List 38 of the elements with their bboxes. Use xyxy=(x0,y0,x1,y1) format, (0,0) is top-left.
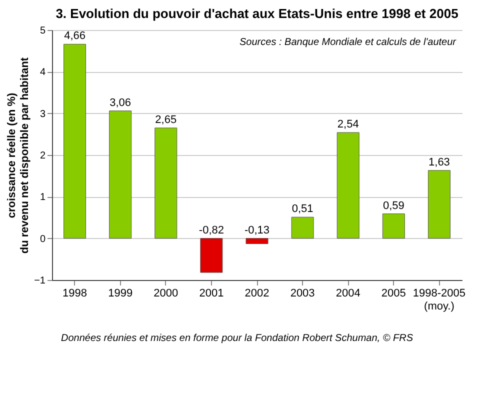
bar xyxy=(109,110,132,239)
text: Données réunies et mises en forme pour la Fondation Robert Schuman, © FRS xyxy=(61,333,414,344)
x-tick-label: 2000 xyxy=(154,288,178,300)
bar xyxy=(200,238,223,273)
x-tick-label: 2002 xyxy=(244,288,270,300)
data-label: 0,59 xyxy=(382,200,404,212)
x-tick-label: 2003 xyxy=(290,288,315,300)
y-axis-title: croissance réelle (en %) du revenu net disponible par habitant xyxy=(6,57,32,254)
x-tick-label: 2004 xyxy=(336,288,360,300)
chart-title: 3. Evolution du pouvoir d'achat aux Etats-Unis entre 1998 et 2005 xyxy=(56,6,458,21)
x-tick-label: 1999 xyxy=(108,288,133,300)
data-label: 1,63 xyxy=(428,156,450,168)
data-label: -0,82 xyxy=(198,224,224,236)
data-label: 2,54 xyxy=(337,118,359,130)
annotation: Sources : Banque Mondiale et calculs de l'auteur xyxy=(240,37,457,48)
x-tick-label: 2001 xyxy=(199,288,224,300)
y-tick-label: 3 xyxy=(40,108,46,120)
x-tick-label: 2005 xyxy=(381,288,406,300)
y-tick-label: 0 xyxy=(40,234,46,245)
bar xyxy=(336,132,360,239)
bar xyxy=(246,238,268,244)
data-label: 2,65 xyxy=(155,114,177,126)
y-tick-label: 1 xyxy=(40,192,46,204)
y-tick-label: −1 xyxy=(34,276,46,286)
data-label: 3,06 xyxy=(110,96,132,109)
bar xyxy=(428,170,450,239)
data-label: 0,51 xyxy=(292,203,314,216)
bar xyxy=(64,44,86,239)
y-tick-label: 2 xyxy=(40,150,46,162)
x-tick-label: 1998 xyxy=(62,288,88,300)
data-label: 4,66 xyxy=(64,30,86,42)
bar xyxy=(382,214,405,239)
y-tick-label: 5 xyxy=(40,26,46,36)
bar xyxy=(154,128,178,239)
bar xyxy=(291,216,314,239)
data-label: -0,13 xyxy=(244,224,270,236)
y-tick-label: 4 xyxy=(40,67,46,78)
x-tick-label: 1998-2005 (moy.) xyxy=(412,288,466,312)
